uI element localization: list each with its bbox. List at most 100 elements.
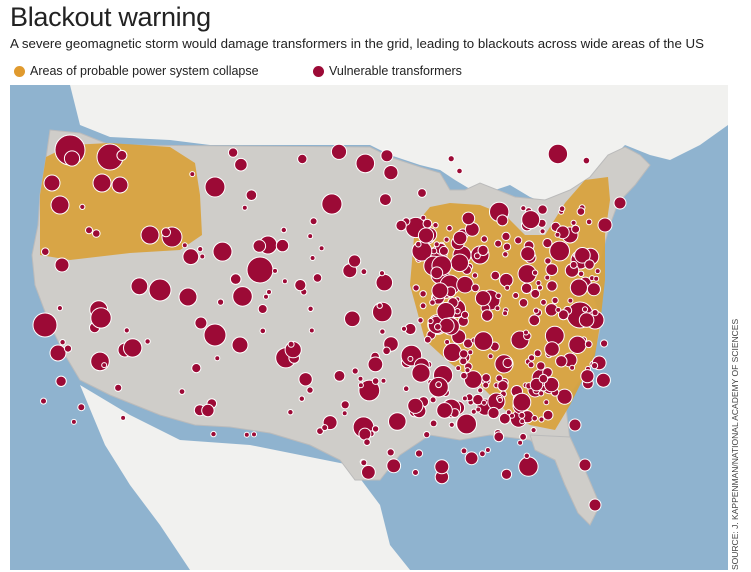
transformer-dot [433,241,440,248]
transformer-dot [454,308,461,315]
transformer-dot [591,309,599,317]
transformer-dot [521,210,541,230]
transformer-dot [376,302,383,309]
transformer-dot [252,239,267,253]
transformer-dot [455,365,462,372]
transformer-dot [90,351,110,372]
transformer-dot [613,196,627,210]
transformer-dot [355,153,376,174]
transformer-dot [367,356,384,373]
transformer-dot [528,314,541,327]
transformer-dot [481,373,491,383]
transformer-dot [380,149,394,163]
transformer-dot [438,245,449,256]
transformer-dot [178,287,198,307]
transformer-dot [460,310,470,319]
transformer-dot [371,377,380,385]
transformer-dot [519,432,527,441]
transformer-dot [281,278,288,285]
transformer-dot [544,257,552,265]
transformer-dot [520,205,527,212]
transformer-dot [344,310,361,328]
transformer-dot [351,367,359,375]
transformer-dot [581,306,589,313]
transformer-dot [116,149,128,161]
transformer-dot [307,233,314,240]
transformer-dot [537,204,548,215]
transformer-dot [49,344,67,362]
transformer-dot [199,253,206,260]
transformer-dot [430,266,444,280]
transformer-dot [481,399,487,406]
transformer-dot [436,402,453,419]
transformer-dot [481,309,494,322]
transformer-dot [417,188,427,198]
transformer-dot [92,173,112,193]
transformer-dot [434,459,450,475]
transformer-dot [420,214,427,221]
transformer-dot [123,338,143,358]
transformer-dot [505,409,512,416]
transformer-dot [189,171,196,178]
transformer-dot [379,193,392,206]
transformer-dot [243,431,250,438]
transformer-dot [558,205,566,212]
transformer-dot [386,448,395,457]
transformer-dot [461,211,476,226]
transformer-dot [217,298,225,306]
transformer-dot [523,452,530,459]
transformer-dot [383,165,399,181]
transformer-dot [582,156,591,165]
transformer-dot [123,327,130,334]
transformer-dot [148,278,172,302]
transformer-dot [85,226,93,235]
transformer-dot [140,225,160,245]
transformer-dot [214,355,221,362]
transformer-dot [379,328,386,335]
transformer-dot [380,377,387,384]
transformer-dot [443,236,450,243]
transformer-dot [435,381,443,389]
transformer-dot [538,416,545,423]
transformer-dot [114,383,123,392]
transformer-dot [540,298,547,306]
transformer-dot [463,338,474,349]
transformer-dot [275,238,290,253]
transformer-dot [547,143,569,165]
transformer-dot [412,469,419,476]
transformer-dot [287,409,294,416]
map-svg [10,85,728,570]
transformer-dot [497,380,509,392]
transformer-dot [32,312,58,338]
transformer-dot [502,357,513,369]
transformer-dot [569,260,578,269]
map [10,85,728,570]
canada-land [70,85,728,205]
transformer-dot [502,310,509,317]
transformer-dot [361,464,376,480]
transformer-dot [490,270,501,281]
transformer-dot [452,230,468,246]
transformer-dot [363,438,371,447]
transformer-dot [438,317,455,334]
transformer-dot [512,392,532,412]
transformer-dot [518,298,529,308]
transformer-dot [210,430,217,438]
transformer-dots [32,134,627,512]
transformer-dot [460,447,468,455]
transformer-dot [321,424,329,432]
transformer-dot [551,296,559,304]
transformer-dot [333,370,346,382]
transformer-dot [388,412,407,431]
transformer-dot [536,361,546,371]
transformer-dot [456,167,463,175]
legend-collapse-label: Areas of probable power system collapse [30,64,259,78]
transformer-dot [479,450,486,458]
transformer-dot [520,246,536,262]
transformer-dot [294,279,307,292]
transformer-dot [92,229,101,238]
transformer-dot [318,245,325,252]
transformer-dot [569,364,576,371]
transformer-dot [70,418,77,425]
transformer-dot [321,193,343,215]
